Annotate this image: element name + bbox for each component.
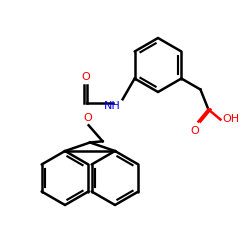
Text: NH: NH: [104, 101, 120, 111]
Text: O: O: [81, 72, 90, 82]
Text: OH: OH: [222, 114, 240, 124]
Text: O: O: [190, 126, 199, 136]
Text: O: O: [83, 113, 92, 123]
